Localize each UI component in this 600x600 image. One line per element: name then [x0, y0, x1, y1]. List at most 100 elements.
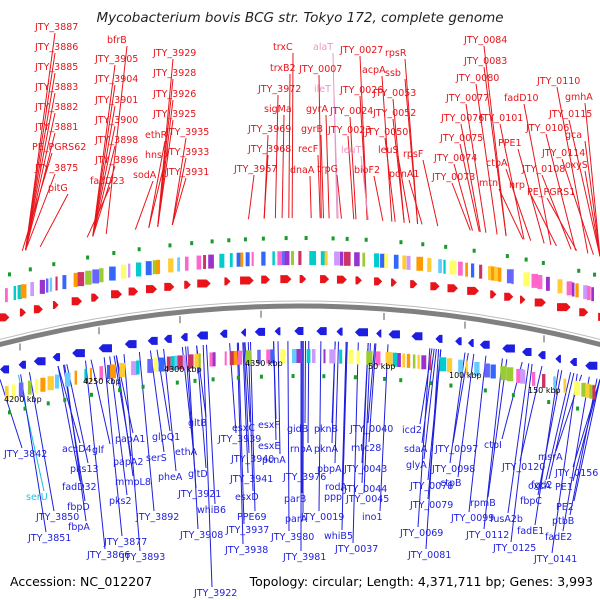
gene-label: fadE1	[517, 526, 544, 537]
upper-cog-block	[427, 257, 432, 272]
lower-cog-block	[306, 349, 311, 364]
label-connector	[425, 349, 440, 550]
upper-cog-block	[30, 282, 35, 297]
label-connector	[562, 376, 590, 532]
lower-cog-block	[520, 369, 526, 384]
lower-cog-block	[348, 350, 354, 365]
gene-label: pknA	[314, 444, 339, 455]
label-connector	[86, 186, 111, 238]
label-connector	[367, 343, 376, 424]
reverse-gene-arrow	[219, 329, 228, 338]
gene-label: whiB5	[324, 531, 353, 542]
label-connector	[202, 344, 213, 588]
lower-cog-block	[5, 386, 9, 401]
forward-gene-arrow	[33, 305, 43, 314]
label-connector	[57, 365, 81, 482]
upper-cog-block	[251, 251, 254, 266]
position-tick-label: 4350 kbp	[245, 359, 283, 368]
genome-backbone	[0, 303, 600, 348]
lower-cog-block	[89, 367, 92, 382]
upper-cog-block	[145, 261, 152, 276]
lower-feature-mark	[46, 401, 50, 406]
label-connectors	[0, 32, 600, 588]
gene-label: JTY_3972	[257, 84, 301, 95]
lower-cog-block	[166, 356, 171, 371]
label-connector	[468, 355, 487, 513]
gene-label: pcnA	[262, 455, 286, 466]
lower-cog-block	[209, 352, 215, 367]
gene-label: fadD10	[504, 93, 539, 104]
lower-cog-block	[40, 377, 46, 392]
lower-feature-mark	[175, 380, 179, 385]
label-connector	[103, 357, 123, 537]
lower-feature-mark	[23, 406, 27, 411]
gene-label: mtc28	[351, 443, 381, 454]
upper-cog-block	[208, 254, 214, 269]
label-connector	[318, 74, 322, 219]
label-connector	[148, 160, 166, 228]
label-connector	[318, 341, 322, 512]
upper-cog-block	[240, 252, 244, 267]
upper-cog-block	[497, 267, 502, 282]
lower-cog-block	[500, 366, 507, 381]
gene-label: JTY_3842	[3, 449, 47, 460]
reverse-gene-arrow	[479, 340, 490, 349]
lower-cog-block	[506, 367, 514, 382]
upper-feature-mark	[472, 248, 476, 253]
label-connector	[250, 342, 256, 512]
lower-cog-block	[84, 368, 87, 383]
reverse-gene-arrow	[411, 332, 423, 341]
gene-label: JTY_3937	[225, 525, 269, 536]
gene-label: serS	[146, 453, 167, 464]
label-connector	[569, 378, 598, 516]
label-connector	[534, 369, 559, 526]
gene-label: JTY_3866	[86, 550, 130, 561]
gene-label: esxE	[258, 441, 280, 452]
lower-cog-block	[65, 372, 71, 387]
label-connector	[263, 154, 269, 219]
gene-label: msrA	[538, 452, 563, 463]
lower-cog-block	[516, 368, 524, 383]
gene-label: fbpD	[67, 502, 90, 513]
gene-label: JTY_3901	[94, 95, 138, 106]
upper-feature-mark	[593, 272, 597, 277]
label-connector	[404, 78, 419, 224]
label-connector	[336, 174, 342, 219]
gene-label: JTY_0099	[450, 513, 494, 524]
gene-label: JTY_3926	[152, 89, 196, 100]
upper-cog-block	[537, 275, 543, 290]
gene-label: PE_PGRS62	[32, 142, 86, 153]
gene-label: JTY_0069	[399, 528, 443, 539]
label-connector	[25, 173, 56, 251]
label-connector	[487, 359, 508, 498]
lower-cog-block	[406, 353, 411, 368]
reverse-gene-arrow	[72, 349, 85, 358]
lower-cog-block	[229, 351, 235, 366]
label-connector	[545, 133, 577, 251]
gene-label: glyA	[406, 460, 427, 471]
gene-label: mtn	[479, 178, 498, 189]
gene-label: JTY_3921	[177, 489, 221, 500]
gene-label: JTY_3922	[193, 588, 237, 599]
gene-label: gyrA	[306, 104, 329, 115]
label-connector	[171, 177, 187, 226]
upper-cog-block	[557, 279, 563, 294]
upper-cog-block	[13, 285, 17, 300]
gene-label: JTY_0097	[434, 444, 478, 455]
reverse-gene-arrow	[52, 353, 61, 362]
label-connector	[475, 83, 498, 235]
gene-label: rpmB	[470, 498, 496, 509]
gene-label: JTY_3980	[270, 532, 314, 543]
upper-cog-block	[5, 288, 8, 303]
forward-gene-arrow	[320, 275, 330, 284]
gene-label: pks2	[109, 496, 132, 507]
gene-label: JTY_0043	[343, 464, 387, 475]
reverse-gene-arrow	[294, 327, 304, 336]
gene-label: JTY_3887	[34, 22, 78, 33]
gene-label: gltD	[188, 469, 208, 480]
upper-cog-block	[479, 264, 483, 279]
lower-cog-block	[329, 349, 336, 364]
upper-cog-block	[46, 278, 49, 293]
lower-cog-block	[47, 376, 54, 391]
